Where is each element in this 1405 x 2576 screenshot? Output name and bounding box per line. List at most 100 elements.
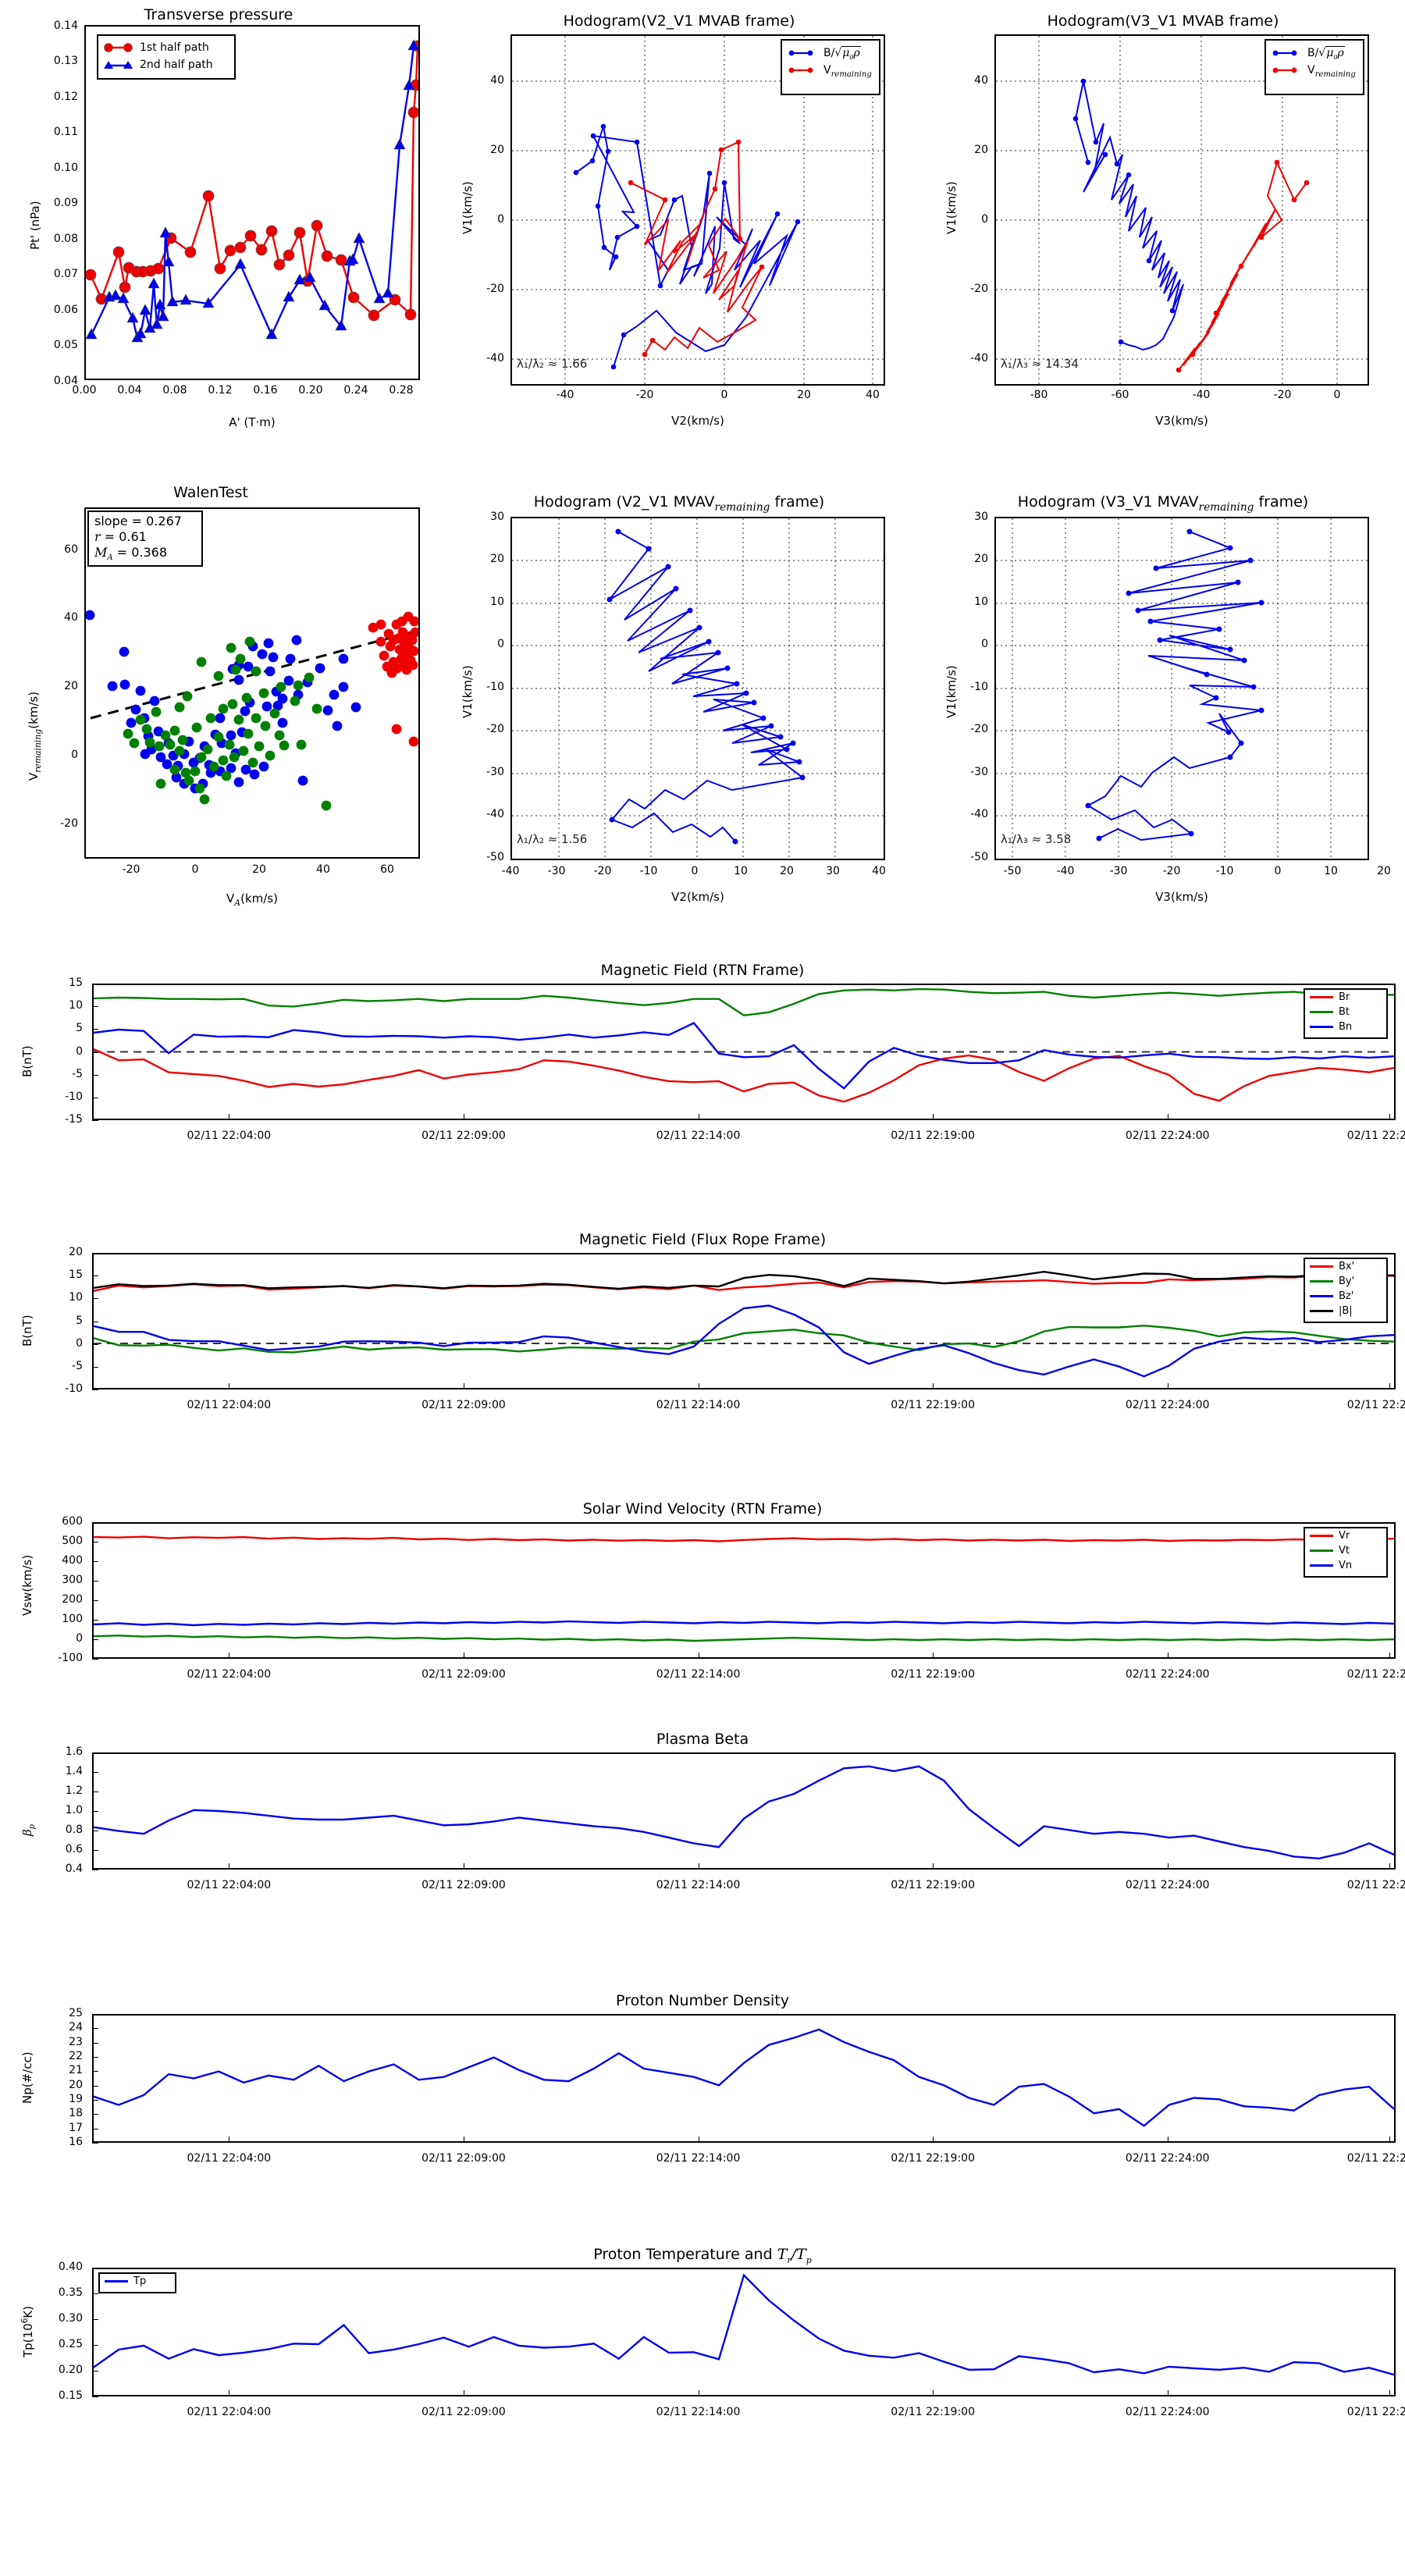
y-tick: 0.25 — [58, 2338, 83, 2350]
y-tick: 18 — [69, 2107, 83, 2120]
plot-canvas — [512, 36, 884, 384]
data-series-line — [94, 2273, 1394, 2376]
data-series-line — [94, 987, 1394, 1017]
y-tick: 200 — [62, 1593, 83, 1606]
plot-canvas — [94, 987, 1394, 1103]
panel-title: Magnetic Field (RTN Frame) — [600, 962, 805, 979]
legend-hodogram-v3v1-mvab: B/√μ0ρ Vremaining — [1264, 39, 1364, 95]
y-tick-mark — [92, 1029, 98, 1030]
panel-hodogram-v2v1-mvab: Hodogram(V2_V1 MVAB frame) B/√μ0ρ Vremai… — [437, 0, 921, 437]
eigenvalue-ratio-annotation: λ₁/λ₃ ≈ 3.58 — [1001, 832, 1072, 846]
legend-velocity-rtn: Vr Vt Vn — [1304, 1527, 1388, 1578]
data-series-line — [94, 1304, 1394, 1378]
legend-color-swatch — [1310, 1310, 1333, 1312]
x-tick-mark — [1389, 2390, 1390, 2396]
y-tick: 0.06 — [53, 304, 78, 316]
y-tick: 0.09 — [53, 197, 78, 209]
x-tick: 0.24 — [343, 384, 368, 397]
legend-proton-temperature: Tp — [98, 2272, 176, 2293]
x-tick: -20 — [1273, 389, 1292, 401]
legend-item: B/√μ0ρ — [782, 45, 879, 62]
y-tick: 0 — [76, 1632, 83, 1645]
panel-hodogram-v2v1-mvav: Hodogram (V2_V1 MVAVremaining frame) λ₁/… — [437, 468, 921, 937]
x-tick: 10 — [734, 865, 748, 877]
x-tick-mark — [1389, 1383, 1390, 1389]
legend-item: Vr — [1305, 1528, 1386, 1543]
data-series-line — [94, 1048, 1394, 1103]
legend-label: Vremaining — [823, 63, 872, 79]
legend-item: Tp — [100, 2274, 175, 2289]
y-tick-mark — [92, 1772, 98, 1773]
y-tick: 0 — [76, 1336, 83, 1350]
panel-title: Magnetic Field (Flux Rope Frame) — [578, 1231, 827, 1248]
panel-plasma-beta: Plasma Beta βp 0.4 0.6 0.8 1.0 1.2 1.4 1.6 02/11 … — [0, 1731, 1405, 1924]
legend-item: Vremaining — [1266, 62, 1363, 80]
x-tick: 0.00 — [72, 384, 97, 397]
data-series-line — [94, 1634, 1394, 1642]
legend-hodogram-v2v1-mvab: B/√μ0ρ Vremaining — [781, 39, 880, 95]
x-tick-timestamp: 02/11 22:09:00 — [422, 1879, 506, 1891]
x-tick: -80 — [1030, 389, 1048, 401]
y-tick: 600 — [62, 1515, 83, 1528]
x-axis-label: V3(km/s) — [1155, 890, 1208, 904]
legend-item: B/√μ0ρ — [1266, 45, 1363, 62]
legend-label: 1st half path — [140, 41, 209, 54]
panel-walen-test: WalenTest slope = 0.267 r = 0.61 MA = 0.… — [0, 468, 437, 937]
y-tick: 1.0 — [65, 1804, 83, 1816]
x-tick-timestamp: 02/11 22:04:00 — [187, 1399, 272, 1411]
y-tick: 20 — [974, 553, 988, 565]
y-tick: 23 — [69, 2035, 83, 2048]
legend-transverse-pressure: 1st half path 2nd half path — [97, 34, 236, 80]
y-tick-mark — [92, 2028, 98, 2030]
x-tick-timestamp: 02/11 22:14:00 — [656, 2152, 741, 2165]
x-tick: -20 — [122, 863, 140, 876]
x-tick-timestamp: 02/11 22:19:00 — [891, 1668, 975, 1681]
y-tick: 300 — [62, 1574, 83, 1586]
legend-label: B/√μ0ρ — [823, 46, 861, 61]
x-tick-timestamp: 02/11 22:24:00 — [1125, 1399, 1210, 1411]
data-series-line — [94, 1270, 1394, 1290]
y-tick: 60 — [64, 543, 78, 556]
y-tick: 19 — [69, 2093, 83, 2105]
legend-color-swatch — [1310, 1550, 1333, 1552]
y-tick: 0.04 — [53, 375, 78, 387]
x-tick: -40 — [1056, 865, 1075, 877]
y-tick-mark — [92, 2057, 98, 2058]
x-tick: 0 — [1333, 389, 1341, 401]
data-series-line — [94, 2028, 1394, 2127]
y-tick: 10 — [974, 596, 988, 608]
y-tick: 1.2 — [65, 1784, 83, 1797]
x-tick: -50 — [1003, 865, 1022, 877]
legend-item: Vremaining — [782, 62, 879, 80]
y-tick: 0.13 — [53, 55, 78, 67]
y-tick: -5 — [72, 1067, 83, 1080]
panel-title: Proton Temperature and Tr/Tp — [593, 2246, 812, 2265]
y-tick: -20 — [486, 723, 504, 735]
x-tick-timestamp: 02/11 22:04:00 — [187, 1879, 272, 1891]
data-series-line — [94, 1620, 1394, 1627]
y-tick: 100 — [62, 1613, 83, 1625]
y-tick: -20 — [60, 817, 78, 830]
y-tick-mark — [92, 1522, 98, 1523]
x-tick-timestamp: 02/11 22:14:00 — [656, 1130, 741, 1142]
y-tick-mark — [92, 2319, 98, 2320]
plot-frame — [84, 25, 420, 380]
y-tick-mark — [92, 1298, 98, 1300]
x-tick: 60 — [380, 863, 394, 876]
eigenvalue-ratio-annotation: λ₁/λ₃ ≈ 14.34 — [1001, 357, 1079, 371]
y-tick: 0.11 — [53, 126, 78, 138]
legend-mag-fluxrope: Bx' By' Bz' |B| — [1304, 1258, 1388, 1323]
y-tick-mark — [92, 1659, 98, 1660]
x-tick-timestamp: 02/11 22:09:00 — [422, 2152, 506, 2165]
y-tick: 20 — [64, 680, 78, 692]
legend-color-swatch — [1310, 1564, 1333, 1567]
y-tick: 22 — [69, 2050, 83, 2062]
plot-canvas — [996, 518, 1368, 859]
y-tick: 30 — [490, 511, 504, 523]
y-tick: -10 — [65, 1382, 83, 1395]
x-tick: 40 — [866, 389, 880, 401]
y-tick: 0.30 — [58, 2312, 83, 2325]
y-tick: 0.07 — [53, 268, 78, 280]
x-tick-timestamp: 02/11 22:19:00 — [891, 2152, 975, 2165]
x-tick: 20 — [780, 865, 794, 877]
